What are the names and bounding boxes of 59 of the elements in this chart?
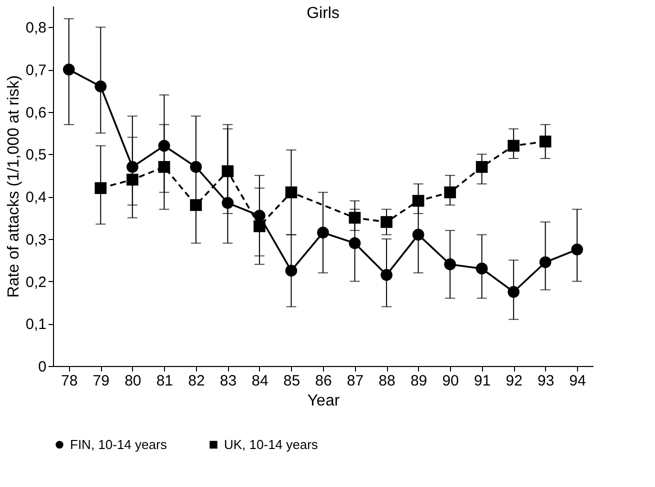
chart-title: Girls: [306, 5, 340, 22]
point: [508, 286, 520, 298]
point: [190, 161, 202, 173]
x-tick-label: 79: [92, 372, 110, 390]
y-tick-label: 0,1: [26, 316, 46, 334]
x-tick-label: 84: [252, 372, 268, 390]
point: [444, 186, 456, 198]
point: [380, 216, 392, 228]
x-tick-label: 81: [156, 372, 174, 390]
point: [412, 228, 424, 241]
x-tick-label: 82: [188, 372, 205, 390]
point: [285, 264, 298, 277]
y-tick-label: 0,7: [26, 62, 46, 80]
y-tick-label: 0: [38, 358, 46, 376]
x-tick-label: 85: [283, 372, 300, 390]
point: [254, 220, 266, 232]
x-tick-label: 90: [442, 372, 459, 390]
legend-label: FIN, 10-14 years: [70, 436, 168, 452]
x-tick-label: 78: [61, 372, 78, 390]
point: [94, 80, 107, 92]
y-tick-label: 0,3: [26, 231, 46, 248]
point: [508, 140, 520, 152]
point: [380, 269, 392, 281]
x-tick-label: 87: [346, 372, 364, 390]
point: [412, 194, 424, 207]
x-tick-label: 86: [315, 372, 332, 390]
point: [539, 136, 552, 148]
x-tick-label: 89: [410, 372, 428, 390]
y-axis-title: Rate of attacks (1/1,000 at risk): [6, 75, 23, 298]
x-tick-label: 91: [474, 372, 491, 390]
legend-label: UK, 10-14 years: [224, 436, 318, 452]
x-tick-label: 83: [220, 372, 237, 390]
point: [222, 197, 234, 209]
point: [476, 262, 488, 274]
point: [190, 199, 202, 211]
point: [285, 186, 298, 198]
x-tick-label: 94: [569, 372, 586, 390]
point: [348, 212, 361, 224]
y-tick-label: 0,5: [26, 146, 46, 164]
point: [539, 256, 552, 268]
x-tick-label: 88: [378, 372, 396, 390]
y-tick-label: 0,6: [26, 104, 46, 122]
y-tick-label: 0,2: [26, 274, 46, 291]
point: [317, 226, 329, 238]
point: [126, 174, 138, 186]
x-tick-label: 80: [124, 372, 142, 390]
y-tick-label: 0,4: [26, 189, 46, 206]
point: [158, 161, 170, 173]
point: [348, 237, 361, 250]
point: [222, 165, 234, 178]
point: [62, 64, 75, 76]
point: [94, 182, 107, 194]
point: [444, 258, 456, 270]
x-tick-label: 93: [538, 372, 554, 390]
x-tick-label: 92: [506, 372, 522, 390]
x-axis-title: Year: [307, 392, 340, 410]
y-tick-label: 0,8: [26, 20, 46, 37]
point: [476, 161, 488, 173]
point: [571, 244, 584, 256]
